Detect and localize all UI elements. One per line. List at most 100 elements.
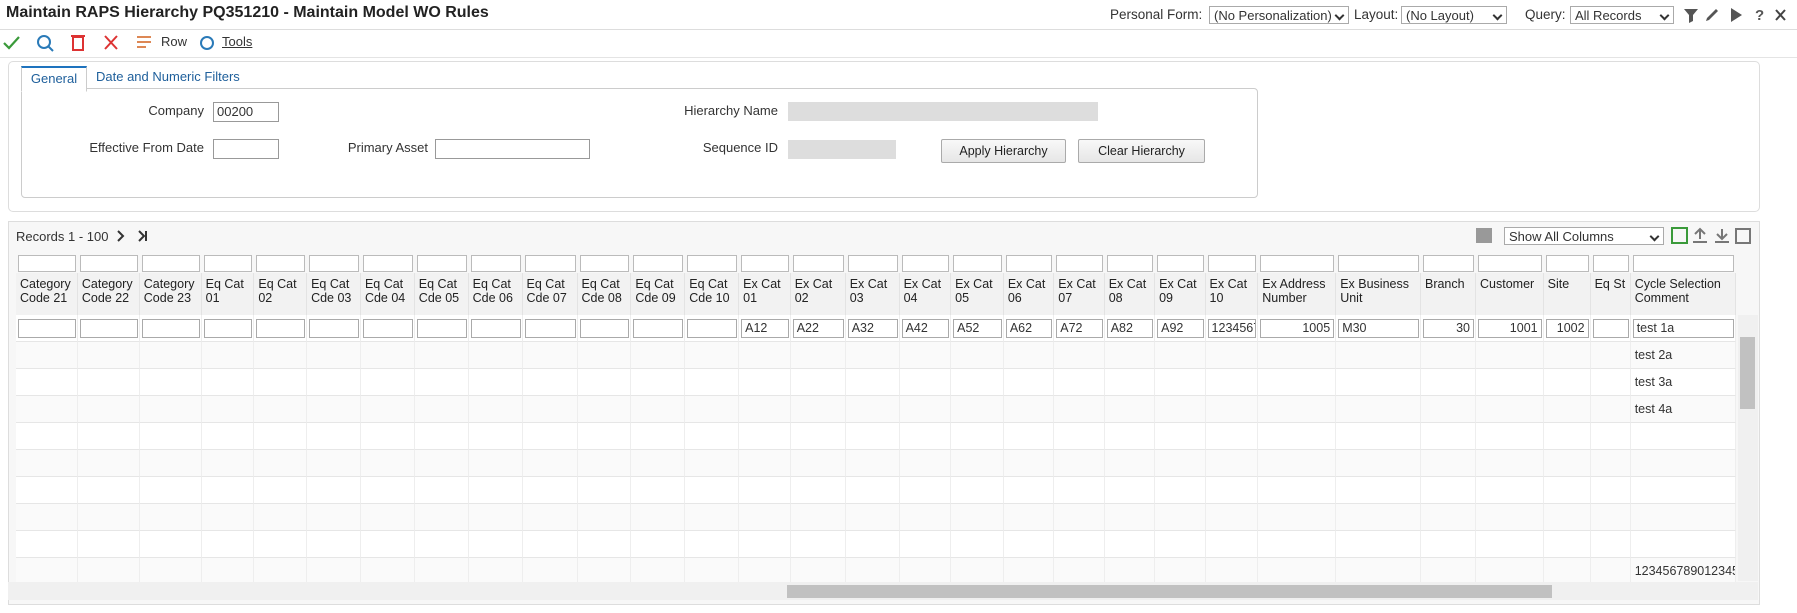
- cell-input[interactable]: [18, 319, 76, 338]
- column-header[interactable]: Eq Cat Cde 03: [307, 273, 361, 315]
- filter-input[interactable]: [1338, 255, 1419, 272]
- cell-input[interactable]: A52: [953, 319, 1002, 338]
- column-header[interactable]: Ex Cat 09: [1155, 273, 1206, 315]
- column-header[interactable]: Eq Cat 01: [202, 273, 255, 315]
- tab-general[interactable]: General: [21, 66, 87, 92]
- filter-input[interactable]: [18, 255, 76, 272]
- tab-filters[interactable]: Date and Numeric Filters: [96, 69, 240, 84]
- filter-input[interactable]: [362, 255, 413, 272]
- column-header[interactable]: Ex Cat 10: [1206, 273, 1259, 315]
- column-header[interactable]: Category Code 21: [16, 273, 78, 315]
- last-page[interactable]: [138, 230, 147, 242]
- column-header[interactable]: Ex Cat 04: [900, 273, 952, 315]
- apply-hierarchy-button[interactable]: Apply Hierarchy: [941, 139, 1066, 163]
- import-icon[interactable]: [1715, 229, 1729, 243]
- column-header[interactable]: Eq Cat Cde 04: [361, 273, 415, 315]
- cancel-icon[interactable]: [104, 35, 118, 50]
- filter-input[interactable]: [1632, 255, 1735, 272]
- column-header[interactable]: Ex Cat 03: [846, 273, 900, 315]
- column-header[interactable]: Ex Cat 07: [1054, 273, 1105, 315]
- filter-input[interactable]: [741, 255, 789, 272]
- cell-input[interactable]: 1234567: [1207, 319, 1257, 338]
- column-header[interactable]: Ex Cat 06: [1004, 273, 1055, 315]
- cell-input[interactable]: [141, 319, 200, 338]
- column-header[interactable]: Ex Business Unit: [1336, 273, 1421, 315]
- cell-input[interactable]: [79, 319, 138, 338]
- row-icon[interactable]: [137, 36, 151, 48]
- query-select[interactable]: All Records: [1570, 6, 1674, 24]
- close-icon[interactable]: [1775, 9, 1786, 21]
- column-header[interactable]: Category Code 23: [140, 273, 202, 315]
- filter-input[interactable]: [633, 255, 684, 272]
- filter-input[interactable]: [901, 255, 950, 272]
- cell-input[interactable]: [470, 319, 521, 338]
- row-menu[interactable]: Row: [161, 34, 188, 49]
- cell-input[interactable]: [524, 319, 576, 338]
- cell-input[interactable]: [256, 319, 306, 338]
- cell-input[interactable]: [579, 319, 630, 338]
- tools-menu[interactable]: Tools: [222, 34, 253, 49]
- clear-hierarchy-button[interactable]: Clear Hierarchy: [1078, 139, 1205, 163]
- cell-input[interactable]: 1005: [1260, 319, 1335, 338]
- column-header[interactable]: Eq St: [1591, 273, 1631, 315]
- filter-input[interactable]: [1207, 255, 1257, 272]
- find-icon[interactable]: [37, 35, 51, 49]
- filter-input[interactable]: [792, 255, 844, 272]
- cell-input[interactable]: A62: [1005, 319, 1053, 338]
- edit-icon[interactable]: [1706, 9, 1718, 21]
- column-header[interactable]: Cycle Selection Comment: [1631, 273, 1737, 315]
- cell-input[interactable]: 1002: [1545, 319, 1589, 338]
- cell-input[interactable]: A92: [1157, 319, 1204, 338]
- column-header[interactable]: Eq Cat Cde 09: [631, 273, 686, 315]
- filter-icon[interactable]: [1684, 9, 1698, 23]
- filter-input[interactable]: [1545, 255, 1589, 272]
- column-header[interactable]: Eq Cat Cde 05: [415, 273, 469, 315]
- cell-input[interactable]: 30: [1422, 319, 1474, 338]
- cell-input[interactable]: [633, 319, 684, 338]
- filter-input[interactable]: [1005, 255, 1053, 272]
- columns-select[interactable]: Show All Columns: [1504, 227, 1664, 245]
- column-header[interactable]: Ex Cat 02: [791, 273, 846, 315]
- column-header[interactable]: Customer: [1476, 273, 1544, 315]
- cell-input[interactable]: 1001: [1478, 319, 1542, 338]
- filter-input[interactable]: [256, 255, 306, 272]
- filter-input[interactable]: [579, 255, 630, 272]
- column-header[interactable]: Category Code 22: [78, 273, 140, 315]
- export-icon[interactable]: [1693, 227, 1707, 243]
- column-header[interactable]: Branch: [1421, 273, 1476, 315]
- ok-icon[interactable]: [3, 36, 20, 50]
- filter-input[interactable]: [953, 255, 1002, 272]
- filter-input[interactable]: [687, 255, 738, 272]
- personal-form-select[interactable]: (No Personalization): [1209, 6, 1349, 24]
- filter-input[interactable]: [1106, 255, 1154, 272]
- cell-input[interactable]: A72: [1056, 319, 1103, 338]
- column-header[interactable]: Ex Cat 05: [951, 273, 1004, 315]
- save-icon[interactable]: [1671, 227, 1688, 244]
- filter-input[interactable]: [1478, 255, 1542, 272]
- column-header[interactable]: Site: [1544, 273, 1591, 315]
- primary-asset-input[interactable]: [435, 139, 590, 159]
- cell-input[interactable]: [687, 319, 738, 338]
- filter-input[interactable]: [79, 255, 138, 272]
- column-header[interactable]: Eq Cat Cde 06: [469, 273, 523, 315]
- cell-input[interactable]: A42: [901, 319, 950, 338]
- filter-input[interactable]: [309, 255, 359, 272]
- effective-from-input[interactable]: [213, 139, 279, 159]
- cell-input[interactable]: M30: [1338, 319, 1419, 338]
- filter-input[interactable]: [1260, 255, 1335, 272]
- cell-input[interactable]: test 1a: [1632, 319, 1735, 338]
- column-header[interactable]: Eq Cat 02: [254, 273, 308, 315]
- filter-input[interactable]: [416, 255, 467, 272]
- filter-input[interactable]: [203, 255, 253, 272]
- grid-edit-icon[interactable]: [1476, 228, 1492, 243]
- filter-input[interactable]: [1056, 255, 1103, 272]
- column-header[interactable]: Eq Cat Cde 10: [685, 273, 740, 315]
- filter-input[interactable]: [1422, 255, 1474, 272]
- delete-icon[interactable]: [72, 36, 84, 51]
- cell-input[interactable]: A12: [741, 319, 789, 338]
- help-icon[interactable]: ?: [1755, 7, 1764, 24]
- cell-input[interactable]: A32: [847, 319, 898, 338]
- column-header[interactable]: Eq Cat Cde 08: [578, 273, 632, 315]
- filter-input[interactable]: [524, 255, 576, 272]
- play-icon[interactable]: [1731, 8, 1742, 22]
